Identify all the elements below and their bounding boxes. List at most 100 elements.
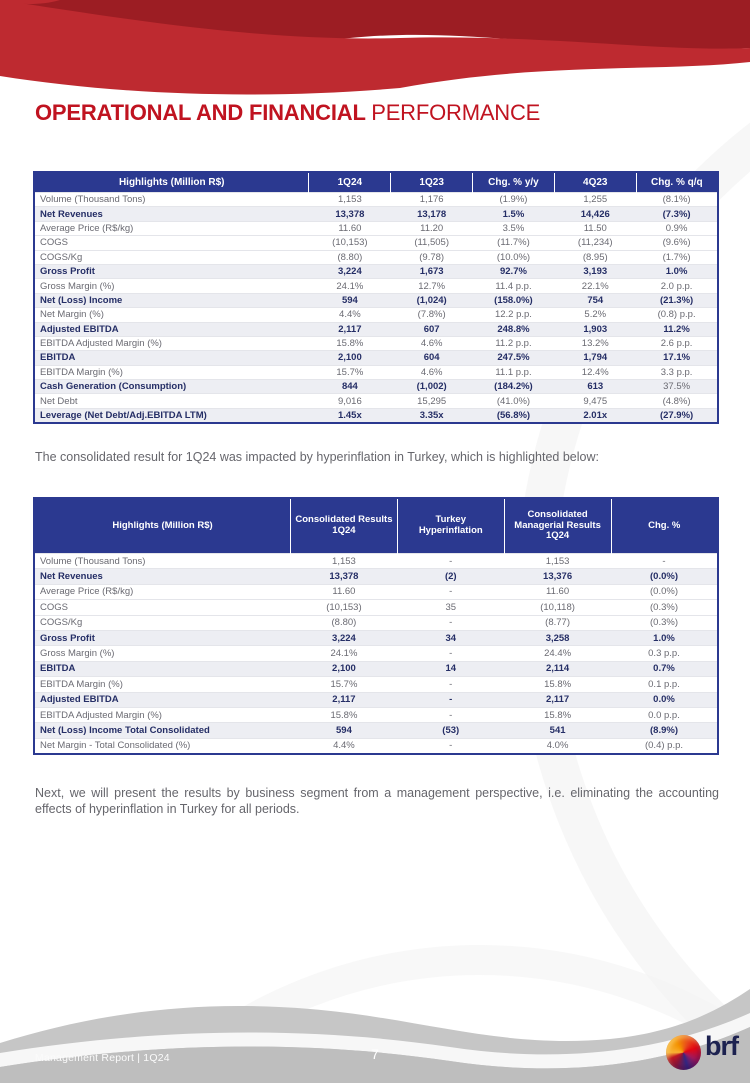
row-value: (1.7%) (636, 249, 718, 265)
row-value: 11.60 (504, 583, 611, 600)
row-value: 1,255 (554, 191, 637, 207)
row-value: 2,114 (504, 660, 611, 677)
row-value: 1.0% (611, 629, 718, 646)
brf-gem-icon (666, 1035, 701, 1070)
row-value: - (611, 552, 718, 569)
column-header: Chg. % (610, 498, 718, 554)
footer-wave (0, 989, 750, 1083)
row-value: 0.1 p.p. (611, 676, 718, 693)
row-value: 17.1% (636, 350, 718, 366)
row-label: Net (Loss) Income (34, 292, 309, 308)
row-value: (0.8) p.p. (636, 307, 718, 323)
table-row: Net Revenues 13,378 13,178 1.5% 14,426 (7.3%) (34, 206, 718, 222)
table-row: Gross Profit 3,224 1,673 92.7% 3,193 1.0% (34, 263, 718, 279)
paragraph-hyperinflation-intro: The consolidated result for 1Q24 was imp… (35, 450, 599, 464)
row-value: 3,258 (504, 629, 611, 646)
row-value: 11.4 p.p. (472, 278, 555, 294)
row-value: 4.0% (504, 737, 611, 755)
row-value: (10,118) (504, 599, 611, 616)
row-value: 12.2 p.p. (472, 307, 555, 323)
row-value: 4.6% (390, 364, 473, 380)
table-row: Gross Margin (%) 24.1% -24.4% 0.3 p.p. (34, 645, 718, 662)
table-row: Gross Profit 3,224 34 3,258 1.0% (34, 629, 718, 646)
row-label: COGS (34, 235, 309, 251)
row-value: 11.20 (390, 220, 473, 236)
row-value: 22.1% (554, 278, 637, 294)
row-value: 15.8% (308, 335, 391, 351)
table-row: Net Revenues 13,378 (2) 13,376 (0.0%) (34, 568, 718, 585)
hyperinflation-reconciliation-table: Highlights (Million R$) Consolidated Resu… (33, 497, 719, 756)
row-value: 2,100 (308, 350, 391, 366)
table-row: EBITDA Margin (%) 15.7% -15.8% 0.1 p.p. (34, 676, 718, 693)
row-value: 15,295 (390, 393, 473, 409)
table-row: Net Margin - Total Consolidated (%) 4.4% -… (34, 737, 718, 755)
row-label: EBITDA Adjusted Margin (%) (34, 706, 291, 723)
row-value: (0.4) p.p. (611, 737, 718, 755)
row-value: (8.77) (504, 614, 611, 631)
header-row: Highlights (Million R$) Consolidated Resu… (34, 498, 718, 554)
row-value: 4.4% (308, 307, 391, 323)
row-value: 2.01x (554, 407, 637, 424)
table-row: EBITDA Adjusted Margin (%) 15.8% -15.8% 0.0… (34, 706, 718, 723)
page-title: OPERATIONAL AND FINANCIAL PERFORMANCE (35, 100, 540, 126)
table-row: Average Price (R$/kg) 11.60 11.20 3.5% 11.50… (34, 220, 718, 236)
row-value: 15.7% (290, 676, 398, 693)
row-label: Average Price (R$/kg) (34, 220, 309, 236)
row-label: Gross Margin (%) (34, 278, 309, 294)
row-value: 9,475 (554, 393, 637, 409)
brf-logo: brf (666, 1031, 746, 1073)
row-value: (10,153) (308, 235, 391, 251)
row-value: 248.8% (472, 321, 555, 337)
table-row: Adjusted EBITDA 2,117-2,117 0.0% (34, 691, 718, 708)
row-value: 15.8% (290, 706, 398, 723)
row-value: (8.9%) (611, 722, 718, 739)
table-row: EBITDA 2,100 14 2,114 0.7% (34, 660, 718, 677)
row-value: 34 (397, 629, 505, 646)
table-row: Net (Loss) Income 594 (1,024) (158.0%) 754 (2… (34, 292, 718, 308)
row-value: 3,224 (290, 629, 398, 646)
row-value: 844 (308, 379, 391, 394)
row-value: - (397, 737, 505, 755)
row-label: Gross Profit (34, 263, 309, 279)
table-row: Net (Loss) Income Total Consolidated 594(… (34, 722, 718, 739)
row-value: (8.1%) (636, 191, 718, 207)
row-value: (8.95) (554, 249, 637, 265)
row-value: 13,378 (308, 206, 391, 222)
financial-table: Highlights (Million R$) 1Q24 1Q23 Chg. % y/… (33, 171, 719, 425)
row-value: 604 (390, 350, 473, 366)
row-label: COGS/Kg (34, 614, 291, 631)
row-value: 2,100 (290, 660, 398, 677)
row-value: 11.50 (554, 220, 637, 236)
row-value: 3.35x (390, 407, 473, 424)
row-label: Net Margin - Total Consolidated (%) (34, 737, 291, 755)
highlights-quarterly-table: Highlights (Million R$) 1Q24 1Q23 Chg. % y/… (33, 171, 719, 425)
row-value: (1,024) (390, 292, 473, 308)
row-value: 0.0 p.p. (611, 706, 718, 723)
row-value: (0.3%) (611, 599, 718, 616)
row-value: 4.4% (290, 737, 398, 755)
row-label: EBITDA Adjusted Margin (%) (34, 335, 309, 351)
row-value: 14,426 (554, 206, 637, 222)
row-value: 24.1% (308, 278, 391, 294)
row-value: 1,903 (554, 321, 637, 337)
row-value: 12.7% (390, 278, 473, 294)
header-row: Highlights (Million R$) 1Q24 1Q23 Chg. % y/… (34, 172, 718, 193)
row-value: 1.0% (636, 263, 718, 279)
row-value: (1.9%) (472, 191, 555, 207)
row-value: 3.3 p.p. (636, 364, 718, 380)
footer-report-label: Management Report | 1Q24 (35, 1052, 170, 1064)
table-row: Net Debt 9,016 15,295 (41.0%) 9,475 (4.8%) (34, 393, 718, 409)
row-label: EBITDA (34, 350, 309, 366)
row-value: 15.8% (504, 706, 611, 723)
row-value: 15.7% (308, 364, 391, 380)
row-value: 11.60 (290, 583, 398, 600)
row-value: (7.8%) (390, 307, 473, 323)
row-value: 9,016 (308, 393, 391, 409)
row-value: 15.8% (504, 676, 611, 693)
column-header: 4Q23 (553, 172, 637, 193)
row-value: 1,153 (308, 191, 391, 207)
row-value: (11.7%) (472, 235, 555, 251)
paragraph-next-segments: Next, we will present the results by bus… (35, 786, 719, 816)
row-value: 2,117 (290, 691, 398, 708)
